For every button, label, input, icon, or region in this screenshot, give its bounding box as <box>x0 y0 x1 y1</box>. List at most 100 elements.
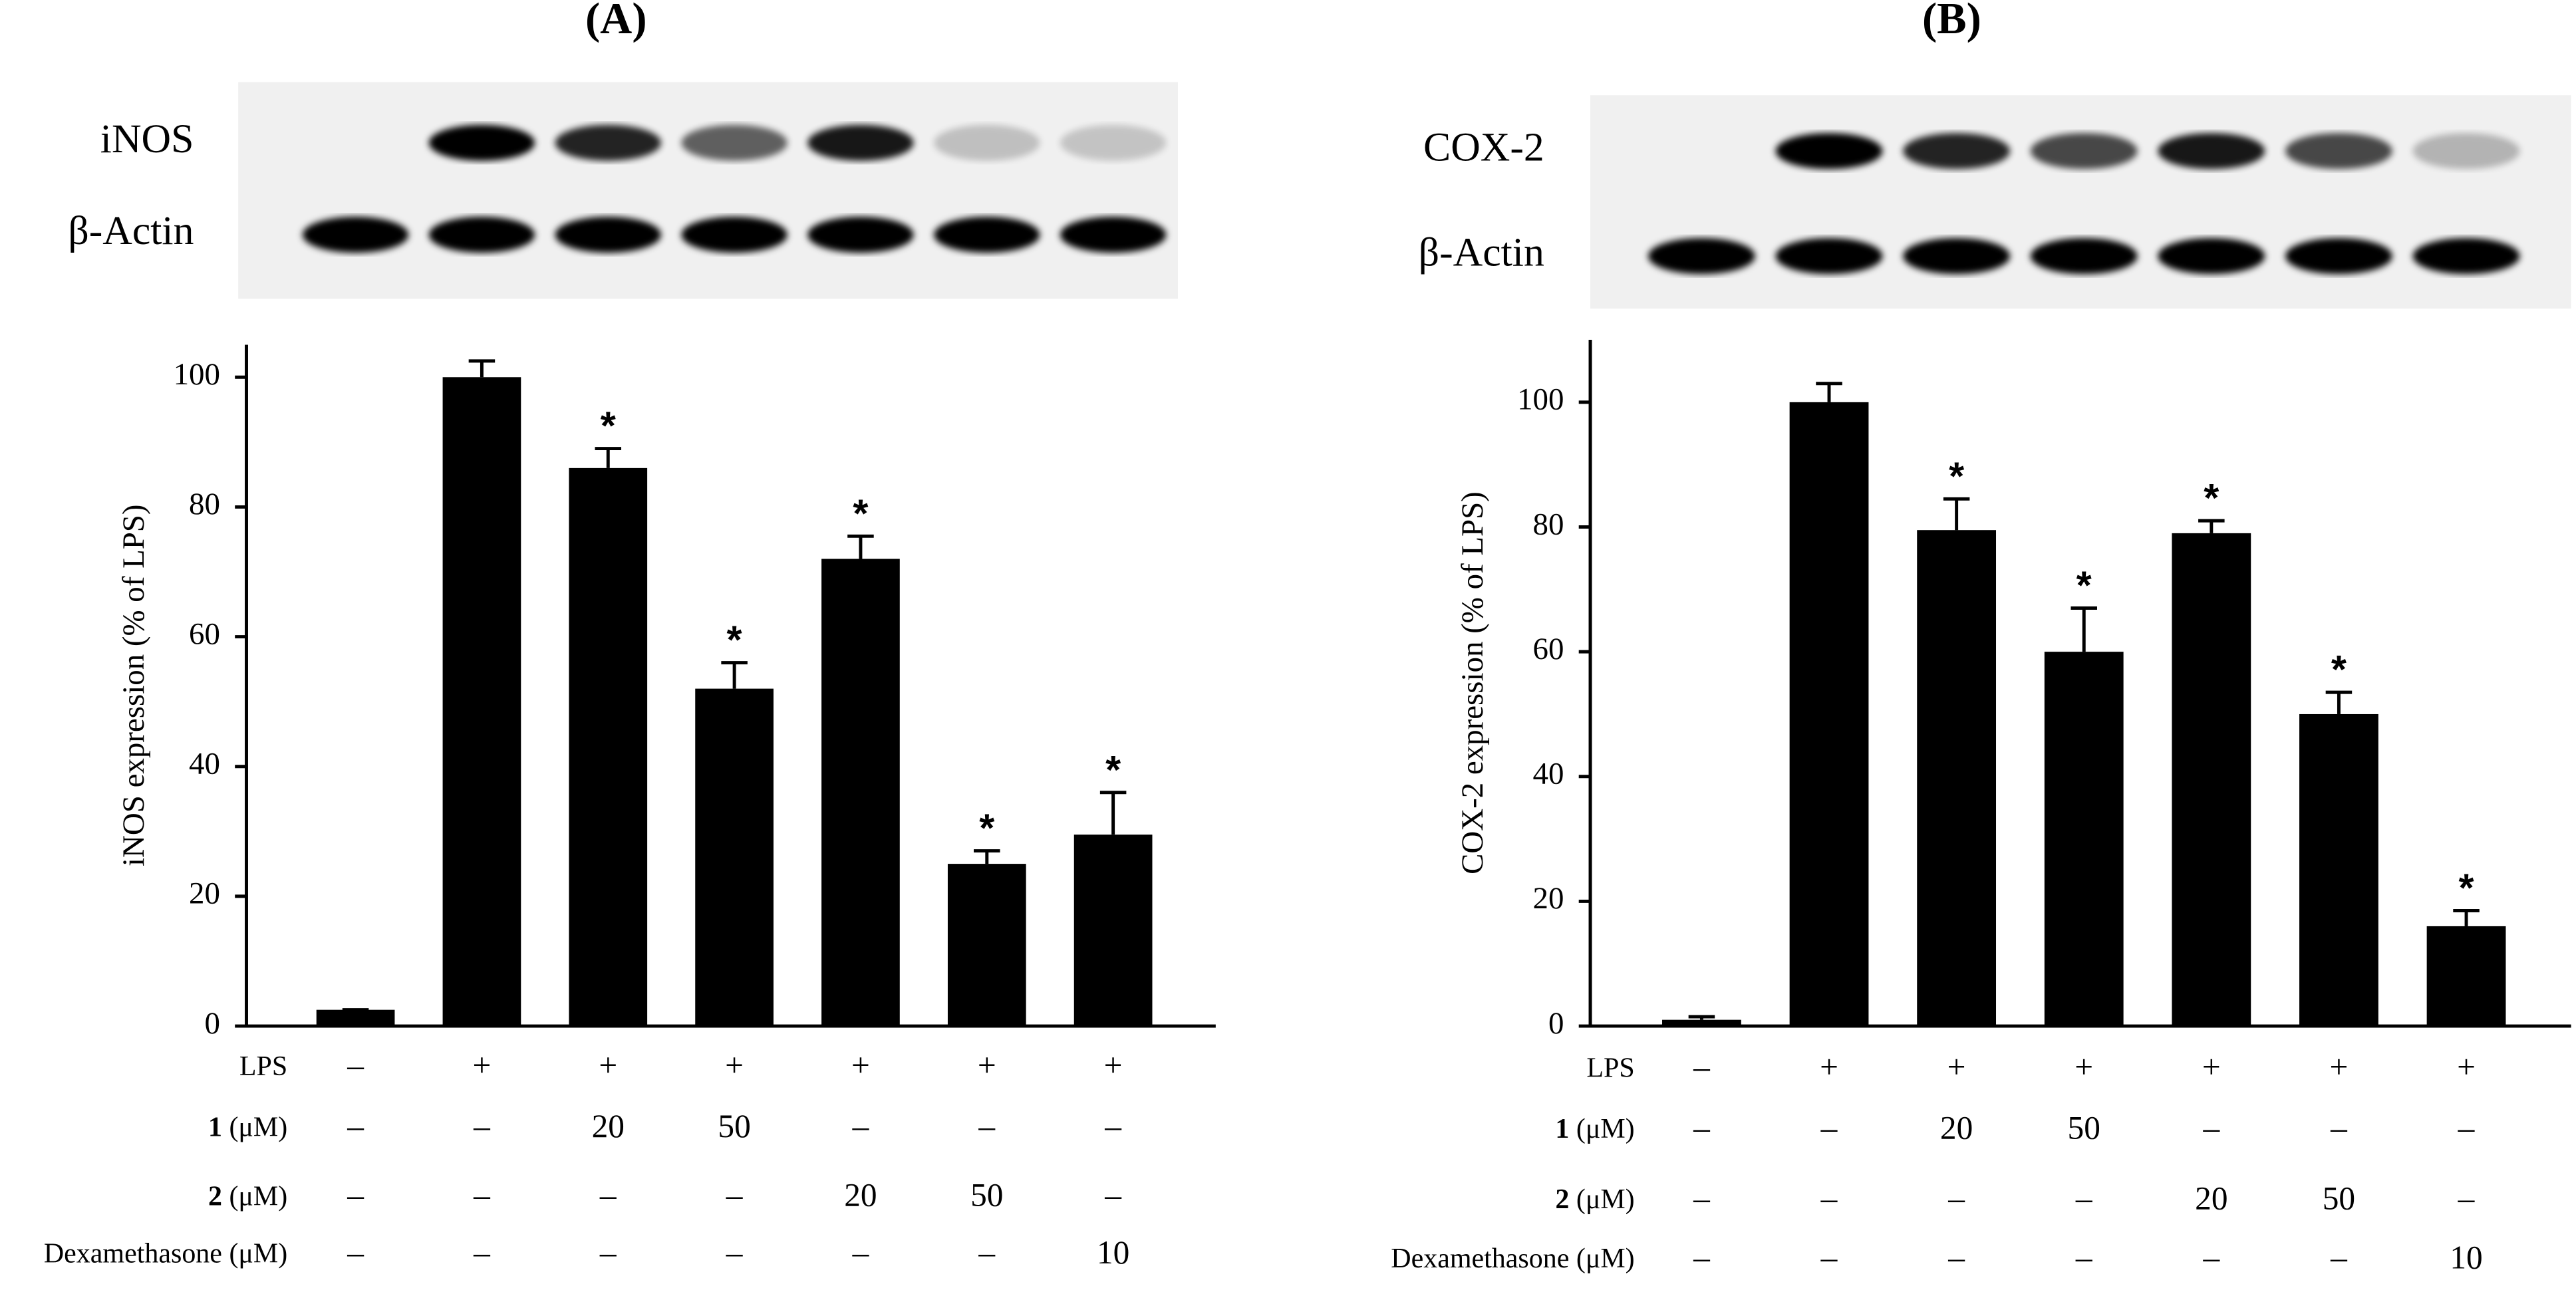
significance-marker: * <box>853 491 868 535</box>
treatment-cell: – <box>978 1234 996 1271</box>
blot-background <box>238 82 1179 299</box>
treatment-cell: – <box>1947 1180 1965 1217</box>
treatment-cell: + <box>725 1047 744 1084</box>
treatment-unit: (μM) <box>1576 1114 1635 1144</box>
significance-marker: * <box>727 618 742 662</box>
treatment-name: 2 <box>208 1181 222 1212</box>
treatment-cell: – <box>2075 1239 2093 1275</box>
y-tick-label: 60 <box>189 616 220 651</box>
blot-band <box>2158 237 2265 275</box>
treatment-unit: (μM) <box>229 1181 287 1212</box>
significance-marker: * <box>2331 647 2347 692</box>
treatment-cell: – <box>473 1108 491 1144</box>
bar <box>2172 533 2251 1027</box>
treatment-label: 2 (μM) <box>1555 1184 1634 1215</box>
treatment-cell: – <box>1947 1239 1965 1275</box>
significance-marker: * <box>979 806 994 850</box>
treatment-cell: – <box>599 1177 617 1214</box>
treatment-cell: – <box>852 1108 870 1144</box>
blot-band <box>1903 132 2011 170</box>
treatment-cell: – <box>2330 1109 2348 1146</box>
treatment-cell: – <box>1104 1177 1122 1214</box>
blot-band <box>1647 237 1755 275</box>
bar <box>2426 926 2506 1027</box>
blot-band <box>2158 132 2265 170</box>
y-tick-label: 40 <box>1533 757 1564 791</box>
treatment-label: LPS <box>239 1051 287 1082</box>
treatment-cell: 20 <box>844 1177 877 1214</box>
treatment-label: 2 (μM) <box>208 1181 287 1212</box>
bar <box>1917 530 1997 1027</box>
bar <box>316 1009 395 1027</box>
blot-label: β-Actin <box>68 208 194 253</box>
y-tick-label: 20 <box>189 876 220 911</box>
bar <box>2299 713 2378 1027</box>
y-axis-label: COX-2 expression (% of LPS) <box>1455 491 1490 874</box>
blot-band <box>2030 132 2138 170</box>
blot-label: iNOS <box>100 116 194 162</box>
y-tick-label: 20 <box>1533 881 1564 916</box>
treatment-unit: (μM) <box>229 1238 287 1269</box>
treatment-cell: + <box>2202 1049 2221 1085</box>
blot-band <box>2285 237 2392 275</box>
y-tick-label: 40 <box>189 746 220 781</box>
treatment-name: Dexamethasone <box>44 1238 222 1269</box>
treatment-cell: – <box>473 1234 491 1271</box>
treatment-label: 1 (μM) <box>208 1112 287 1142</box>
treatment-cell: + <box>851 1047 870 1084</box>
treatment-cell: – <box>726 1177 744 1214</box>
y-tick-label: 100 <box>1517 382 1564 417</box>
treatment-cell: – <box>852 1234 870 1271</box>
treatment-cell: – <box>347 1047 364 1084</box>
treatment-name: LPS <box>239 1051 287 1082</box>
blot-band <box>2285 132 2392 170</box>
blot-band <box>2030 237 2138 275</box>
treatment-label: Dexamethasone (μM) <box>44 1238 287 1269</box>
treatment-cell: + <box>2075 1049 2093 1085</box>
treatment-cell: – <box>599 1234 617 1271</box>
bar <box>947 864 1026 1027</box>
blot-background <box>1590 95 2571 309</box>
blot-label: COX-2 <box>1423 124 1544 170</box>
blot-band <box>681 216 787 253</box>
treatment-cell: 50 <box>2068 1109 2100 1146</box>
y-tick-label: 0 <box>1548 1006 1564 1041</box>
treatment-cell: 50 <box>718 1108 750 1144</box>
treatment-label: LPS <box>1586 1053 1634 1083</box>
significance-marker: * <box>2076 563 2092 608</box>
bar <box>569 467 648 1027</box>
blot-band <box>1775 237 1883 275</box>
blot-band <box>807 124 914 161</box>
treatment-cell: – <box>978 1108 996 1144</box>
y-tick-label: 60 <box>1533 632 1564 666</box>
treatment-cell: – <box>726 1234 744 1271</box>
bar <box>1662 1019 1741 1027</box>
treatment-name: Dexamethasone <box>1391 1243 1569 1274</box>
blot-band <box>934 124 1040 161</box>
treatment-cell: + <box>2330 1049 2349 1085</box>
treatment-cell: – <box>1820 1180 1838 1217</box>
treatment-unit: (μM) <box>1576 1243 1635 1274</box>
treatment-cell: + <box>599 1047 617 1084</box>
significance-marker: * <box>2204 475 2219 520</box>
blot-band <box>807 216 914 253</box>
blot-band <box>428 216 535 253</box>
y-tick-label: 0 <box>205 1006 220 1041</box>
bar <box>821 559 900 1027</box>
treatment-cell: – <box>2458 1109 2476 1146</box>
blot-band <box>555 124 661 161</box>
blot-band <box>934 216 1040 253</box>
bar <box>2044 652 2124 1027</box>
treatment-cell: – <box>2075 1180 2093 1217</box>
significance-marker: * <box>601 404 616 448</box>
blot-band <box>681 124 787 161</box>
treatment-cell: + <box>1947 1049 1966 1085</box>
treatment-cell: + <box>472 1047 491 1084</box>
treatment-unit: (μM) <box>1576 1184 1635 1215</box>
treatment-cell: – <box>347 1177 364 1214</box>
bar <box>442 377 521 1027</box>
y-tick-label: 80 <box>1533 507 1564 541</box>
treatment-cell: – <box>1820 1109 1838 1146</box>
y-tick-label: 80 <box>189 487 220 521</box>
